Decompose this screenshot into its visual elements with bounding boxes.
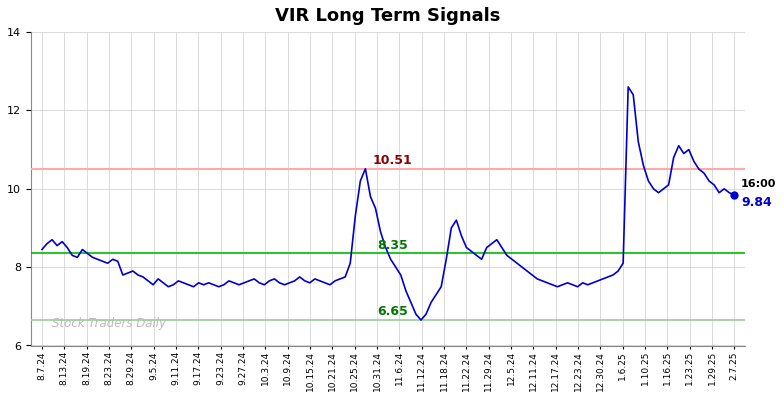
Text: 10.51: 10.51 bbox=[372, 154, 412, 167]
Text: 6.65: 6.65 bbox=[377, 305, 408, 318]
Text: Stock Traders Daily: Stock Traders Daily bbox=[53, 317, 166, 330]
Text: 16:00: 16:00 bbox=[741, 179, 776, 189]
Title: VIR Long Term Signals: VIR Long Term Signals bbox=[275, 7, 501, 25]
Text: 8.35: 8.35 bbox=[377, 239, 408, 252]
Text: 9.84: 9.84 bbox=[741, 195, 771, 209]
